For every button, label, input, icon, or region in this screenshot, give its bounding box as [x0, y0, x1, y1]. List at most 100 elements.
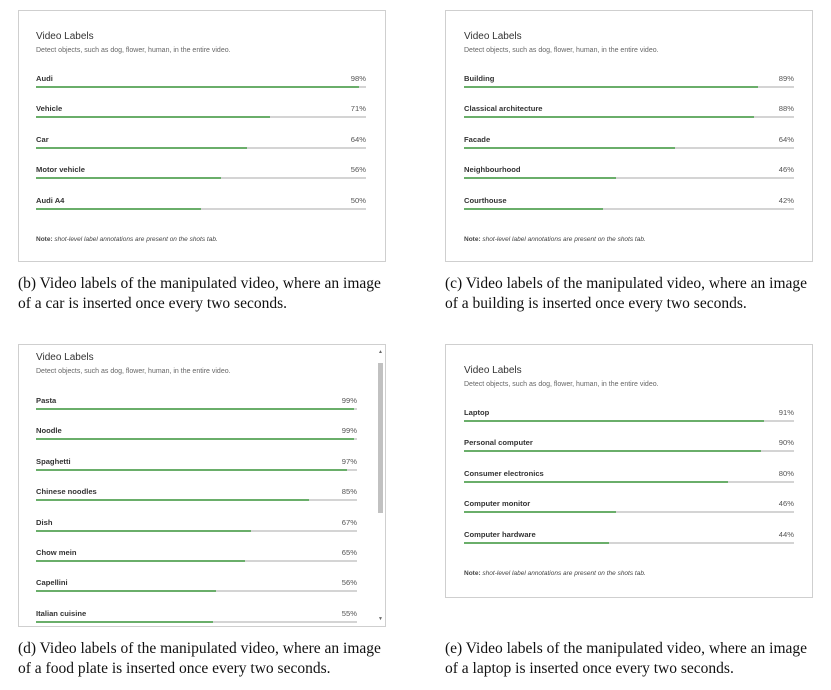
label-confidence: 97% — [341, 456, 357, 466]
label-name: Car — [36, 134, 49, 144]
label-row: Motor vehicle 56% — [36, 165, 366, 195]
panel-title: Video Labels — [36, 352, 94, 363]
note-prefix: Note: — [464, 236, 481, 243]
panel-e: Video Labels Detect objects, such as dog… — [445, 344, 813, 598]
confidence-bar-track — [36, 468, 357, 471]
label-row: Computer monitor 46% — [464, 499, 794, 529]
label-confidence: 99% — [341, 396, 357, 405]
label-row: Noodle 99% — [36, 426, 357, 456]
panel-c: Video Labels Detect objects, such as dog… — [445, 10, 813, 262]
note-body: shot-level label annotations are present… — [482, 236, 646, 243]
label-name: Courthouse — [464, 195, 507, 205]
confidence-bar-track — [36, 207, 366, 210]
panel-subtitle: Detect objects, such as dog, flower, hum… — [36, 368, 231, 375]
scroll-down-arrow-icon[interactable]: ▼ — [378, 616, 383, 622]
label-name: Classical architecture — [464, 104, 543, 114]
caption-d: (d) Video labels of the manipulated vide… — [18, 640, 381, 677]
label-name: Pasta — [36, 396, 57, 405]
note-text: Note: shot-level label annotations are p… — [464, 236, 646, 243]
confidence-bar-fill — [36, 529, 252, 532]
note-prefix: Note: — [36, 236, 53, 243]
label-row: Consumer electronics 80% — [464, 469, 794, 499]
scroll-up-arrow-icon[interactable]: ▲ — [378, 349, 383, 355]
label-row: Facade 64% — [464, 135, 794, 165]
label-name: Building — [464, 74, 495, 83]
note-text: Note: shot-level label annotations are p… — [464, 570, 646, 577]
confidence-bar-fill — [464, 480, 728, 483]
label-name: Spaghetti — [36, 456, 71, 466]
confidence-bar-fill — [36, 146, 248, 149]
label-row: Pasta 99% — [36, 396, 357, 426]
label-name: Personal computer — [464, 438, 533, 448]
panel-subtitle: Detect objects, such as dog, flower, hum… — [464, 47, 659, 54]
label-confidence: 71% — [350, 104, 366, 114]
note-text: Note: shot-level label annotations are p… — [36, 236, 218, 243]
caption-c: (c) Video labels of the manipulated vide… — [445, 275, 808, 312]
label-name: Computer hardware — [464, 529, 536, 539]
confidence-bar-track — [464, 207, 794, 210]
confidence-bar-track — [464, 177, 794, 180]
label-name: Dish — [36, 517, 53, 527]
label-row: Classical architecture 88% — [464, 104, 794, 134]
label-confidence: 85% — [341, 487, 357, 497]
label-confidence: 56% — [350, 165, 366, 175]
confidence-bar-fill — [36, 620, 213, 623]
panel-title: Video Labels — [36, 31, 94, 42]
confidence-bar-track — [36, 499, 357, 502]
label-name: Motor vehicle — [36, 165, 85, 175]
label-confidence: 44% — [778, 529, 794, 539]
confidence-bar-track — [36, 408, 357, 410]
confidence-bar-fill — [36, 86, 360, 88]
label-confidence: 55% — [341, 608, 357, 618]
panel-title: Video Labels — [464, 31, 522, 42]
label-confidence: 64% — [350, 134, 366, 144]
panel-d: Video Labels Detect objects, such as dog… — [18, 344, 386, 627]
confidence-bar-fill — [36, 438, 354, 441]
confidence-bar-fill — [36, 560, 245, 562]
confidence-bar-fill — [36, 499, 309, 502]
label-row: Audi A4 50% — [36, 196, 366, 226]
label-name: Italian cuisine — [36, 608, 87, 618]
label-row: Neighbourhood 46% — [464, 165, 794, 195]
label-confidence: 98% — [350, 74, 366, 83]
label-confidence: 50% — [350, 195, 366, 205]
confidence-bar-track — [36, 529, 357, 532]
confidence-bar-track — [36, 116, 366, 119]
label-row: Capellini 56% — [36, 578, 357, 608]
label-confidence: 88% — [778, 104, 794, 114]
note-prefix: Note: — [464, 570, 481, 577]
note-body: shot-level label annotations are present… — [482, 570, 646, 577]
confidence-bar-fill — [36, 408, 354, 410]
confidence-bar-fill — [464, 207, 603, 210]
confidence-bar-fill — [464, 420, 765, 422]
confidence-bar-track — [464, 146, 794, 149]
label-name: Vehicle — [36, 104, 63, 114]
confidence-bar-track — [464, 116, 794, 119]
confidence-bar-fill — [464, 541, 610, 544]
confidence-bar-track — [464, 86, 794, 88]
confidence-bar-track — [36, 86, 366, 88]
label-confidence: 89% — [778, 74, 794, 83]
label-row: Italian cuisine 55% — [36, 608, 357, 626]
panel-subtitle: Detect objects, such as dog, flower, hum… — [464, 381, 659, 388]
label-confidence: 42% — [778, 195, 794, 205]
confidence-bar-fill — [464, 116, 755, 119]
panel-title: Video Labels — [464, 365, 522, 376]
confidence-bar-fill — [36, 590, 216, 593]
confidence-bar-fill — [36, 468, 348, 471]
scroll-thumb[interactable] — [378, 363, 383, 513]
confidence-bar-fill — [36, 207, 201, 210]
label-row: Courthouse 42% — [464, 196, 794, 226]
label-confidence: 91% — [778, 408, 794, 417]
label-confidence: 46% — [778, 499, 794, 509]
label-name: Laptop — [464, 408, 490, 417]
scrollbar[interactable]: ▲ ▼ — [377, 349, 383, 622]
confidence-bar-track — [36, 177, 366, 180]
label-name: Neighbourhood — [464, 165, 521, 175]
label-name: Computer monitor — [464, 499, 531, 509]
confidence-bar-fill — [464, 450, 761, 453]
label-name: Chow mein — [36, 548, 77, 557]
label-row: Personal computer 90% — [464, 438, 794, 468]
note-body: shot-level label annotations are present… — [54, 236, 218, 243]
label-confidence: 56% — [341, 578, 357, 588]
